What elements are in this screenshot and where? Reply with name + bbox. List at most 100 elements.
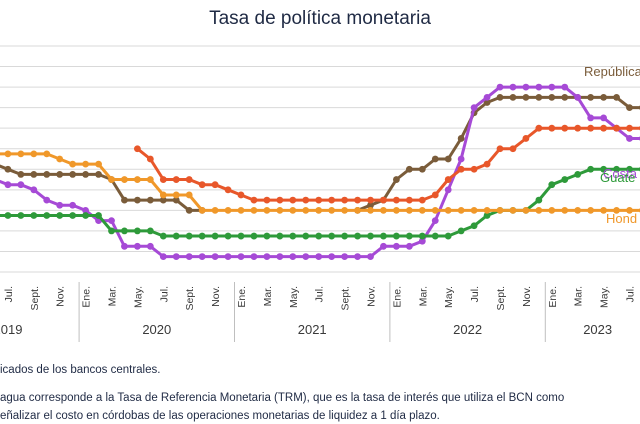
series-point (393, 232, 400, 240)
x-tick-label: Mar. (417, 286, 429, 306)
series-point (341, 232, 348, 240)
series-point (457, 206, 465, 214)
series-point (380, 206, 387, 214)
series-point (289, 196, 297, 204)
series-point (276, 232, 284, 240)
series-point (315, 253, 323, 260)
series-point (172, 176, 180, 183)
series-point (263, 206, 271, 214)
series-point (341, 206, 348, 214)
series-point (380, 196, 387, 204)
series-point (198, 253, 206, 260)
series-point (522, 93, 530, 101)
series-point (30, 186, 38, 194)
series-point (470, 104, 478, 112)
series-point (626, 165, 633, 173)
series-point (393, 206, 400, 214)
series-point (613, 206, 620, 214)
series-point (134, 227, 141, 235)
series-point (4, 150, 12, 158)
series-point (56, 201, 64, 209)
series-point (302, 206, 310, 214)
series-point (444, 232, 452, 240)
series-point (574, 206, 582, 214)
series-point (276, 253, 284, 260)
series-point (56, 171, 64, 178)
series-point (354, 196, 361, 204)
series-point (380, 242, 387, 250)
series-point (380, 232, 387, 240)
x-tick-label: Nov. (210, 286, 222, 307)
series-point (134, 145, 141, 153)
series-point (431, 232, 439, 240)
series-line (356, 95, 640, 212)
series-point (198, 232, 206, 240)
series-point (82, 160, 89, 168)
series-point (289, 232, 297, 240)
series-point (509, 206, 517, 214)
series-point (457, 227, 465, 235)
series-point (496, 145, 504, 153)
x-tick-label: Nov. (521, 286, 533, 307)
series-point (496, 206, 504, 214)
x-tick-label: Sept. (340, 286, 352, 311)
series-point (626, 135, 633, 142)
series-point (367, 196, 374, 204)
series-point (367, 253, 374, 260)
series-point (587, 114, 595, 122)
series-point (341, 196, 348, 204)
series-label: República (584, 64, 640, 79)
series-point (367, 232, 374, 240)
series-point (393, 176, 400, 183)
source-note: icados de los bancos centrales. (0, 364, 161, 376)
series-point (444, 186, 452, 194)
series-point (146, 155, 154, 163)
series-point (626, 124, 633, 132)
series-point (431, 206, 439, 214)
series-point (522, 206, 530, 214)
series-point (431, 155, 439, 163)
series-point (211, 206, 219, 214)
series-point (405, 232, 413, 240)
series-point (561, 93, 569, 101)
series-point (134, 196, 141, 204)
footnote-line-1: agua corresponde a la Tasa de Referencia… (0, 392, 565, 404)
series-point (82, 212, 89, 219)
series-point (69, 171, 77, 178)
series-point (626, 206, 633, 214)
series-point (496, 83, 504, 91)
series-point (276, 206, 284, 214)
x-tick-label: Ene. (391, 286, 403, 308)
series-point (548, 181, 556, 189)
series-point (146, 242, 154, 250)
series-point (328, 206, 336, 214)
series-point (4, 165, 12, 173)
series-point (159, 232, 167, 240)
series-point (431, 191, 439, 199)
series-point (367, 201, 374, 209)
series-point (185, 176, 193, 183)
series-point (561, 83, 569, 91)
series-point (561, 176, 569, 183)
footnote-line-2: eñalizar el costo en córdobas de las ope… (0, 410, 440, 422)
series-point (600, 114, 607, 122)
x-tick-label: Sept. (184, 286, 196, 311)
chart-title: Tasa de política monetaria (209, 8, 431, 29)
series-point (354, 206, 361, 214)
series-point (17, 181, 25, 189)
series-point (405, 196, 413, 204)
series-point (211, 232, 219, 240)
series-point (159, 253, 167, 260)
series-point (509, 93, 517, 101)
series-point (405, 206, 413, 214)
series-point (237, 253, 245, 260)
series-point (224, 206, 232, 214)
x-tick-label: Mar. (262, 286, 274, 306)
series-point (302, 232, 310, 240)
series-point (121, 242, 128, 250)
series-label: Costa (603, 166, 638, 181)
x-tick-label: Sept. (495, 286, 507, 311)
series-point (535, 83, 543, 91)
series-point (613, 93, 620, 101)
